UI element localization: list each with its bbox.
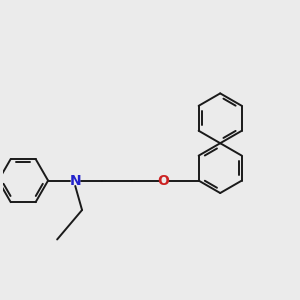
Text: O: O — [158, 174, 170, 188]
Text: N: N — [69, 174, 81, 188]
